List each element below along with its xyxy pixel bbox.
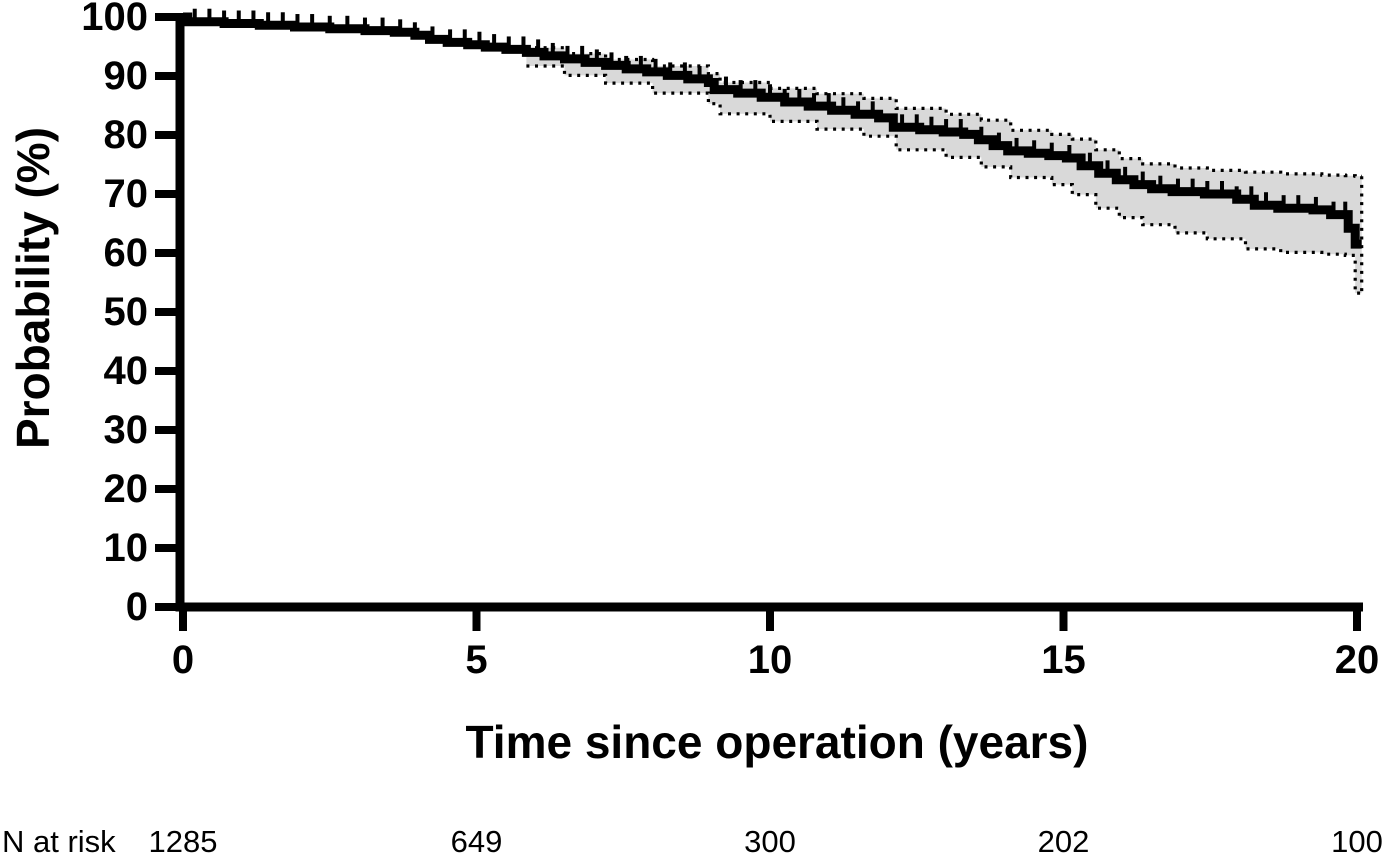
- y-tick-label: 80: [103, 113, 149, 157]
- y-tick-label: 10: [103, 526, 149, 570]
- confidence-band: [526, 47, 1362, 297]
- y-tick-label: 60: [103, 231, 149, 275]
- y-tick-label: 30: [103, 408, 149, 452]
- x-tick-label: 5: [465, 638, 488, 682]
- y-tick-label: 40: [103, 349, 149, 393]
- y-tick-label: 0: [125, 585, 148, 629]
- km-curve: [183, 12, 1362, 249]
- confidence-band-upper-border: [526, 46, 1362, 178]
- y-tick-label: 50: [103, 290, 149, 334]
- x-tick-label: 0: [171, 638, 195, 682]
- x-tick-label: 10: [747, 638, 793, 682]
- y-tick-label: 20: [103, 467, 149, 511]
- x-axis-title: Time since operation (years): [465, 716, 1089, 768]
- y-tick-label: 70: [103, 172, 149, 216]
- x-tick-label: 15: [1041, 638, 1086, 682]
- y-tick-label: 90: [103, 54, 149, 98]
- y-tick-label: 100: [81, 0, 148, 39]
- x-tick-label: 20: [1334, 638, 1380, 682]
- confidence-band-lower-border: [526, 64, 1364, 297]
